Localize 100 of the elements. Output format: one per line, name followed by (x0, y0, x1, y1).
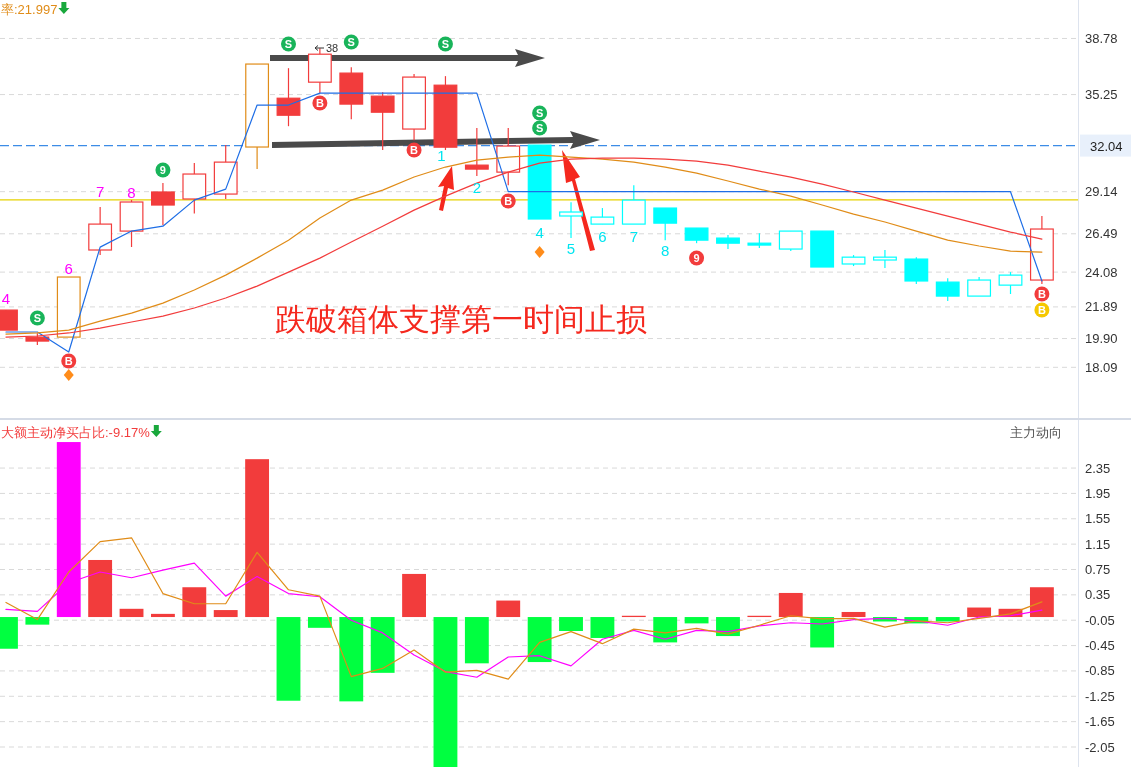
annotation: B (1037, 304, 1046, 316)
annotation: 6 (64, 259, 73, 277)
bar (778, 592, 803, 618)
bar (841, 611, 866, 618)
annotation: B (315, 97, 324, 109)
y-tick-label: 0.75 (1085, 561, 1111, 577)
bar (151, 613, 175, 618)
badge: 9 (155, 162, 171, 178)
badge: S (437, 36, 453, 52)
line-series (5, 537, 1043, 680)
chart-title: 大额主动净买占比:-9.17% (1, 425, 151, 440)
y-tick-label: -2.05 (1085, 739, 1115, 755)
badge: S (532, 120, 548, 136)
bar (213, 610, 238, 618)
ref-line-label: 32.04 (1090, 138, 1123, 154)
bar (967, 607, 992, 618)
candlestick (151, 182, 175, 226)
y-tick-label: 29.14 (1085, 184, 1118, 200)
badge: 9 (689, 250, 705, 266)
candlestick (967, 276, 992, 297)
y-tick-label: 1.55 (1085, 511, 1111, 527)
candlestick (778, 230, 803, 252)
bar (684, 617, 709, 624)
annotation: 8 (127, 183, 136, 201)
y-tick-label: 24.08 (1085, 264, 1118, 280)
y-tick-label: -1.25 (1085, 688, 1115, 704)
y-tick-label: 21.89 (1085, 299, 1118, 315)
badge: B (1034, 302, 1050, 318)
bar (433, 617, 458, 767)
bar (276, 617, 301, 701)
annotation: 4 (1, 289, 11, 307)
annotation: 6 (598, 227, 607, 245)
y-tick-label: 18.09 (1085, 359, 1118, 375)
annotation: 7 (95, 182, 105, 200)
y-tick-label: -0.45 (1085, 638, 1115, 654)
badge: B (406, 142, 422, 158)
annotation: B (504, 195, 513, 207)
annotation: 5 (566, 239, 576, 257)
bar (245, 459, 270, 618)
bar (182, 587, 207, 618)
annotation: 2 (472, 178, 482, 196)
bar (339, 617, 364, 702)
bar (527, 617, 552, 663)
annotation: S (33, 312, 42, 324)
badge: S (532, 105, 548, 121)
bar (119, 608, 144, 618)
annotation: S (347, 36, 355, 48)
annotation: 4 (535, 223, 544, 241)
y-tick-label: 0.35 (1085, 587, 1111, 603)
bar (307, 617, 332, 628)
annotation: S (535, 122, 544, 134)
annotation: 主力动向 (1010, 425, 1062, 440)
annotation: B (410, 144, 419, 156)
annotation: S (441, 38, 450, 50)
badge: B (500, 193, 516, 209)
candlestick (904, 256, 929, 285)
badge: S (343, 34, 359, 50)
badge: B (61, 353, 77, 369)
y-tick-label: 19.90 (1085, 331, 1118, 347)
annotation: B (64, 355, 73, 367)
y-tick-label: 1.95 (1085, 485, 1111, 501)
bar (935, 617, 960, 622)
bar (1029, 587, 1054, 618)
y-tick-label: 1.15 (1085, 536, 1111, 552)
candlestick (464, 127, 489, 177)
bar (25, 617, 50, 625)
bar (88, 559, 113, 618)
badge: S (29, 310, 45, 326)
candlestick (653, 207, 678, 241)
candlestick (621, 184, 646, 225)
y-tick-label: -0.85 (1085, 663, 1115, 679)
badge: B (312, 95, 328, 111)
bar (810, 617, 835, 648)
candlestick (559, 201, 583, 239)
annotation: 跌破箱体支撑第一时间止损 (275, 302, 647, 337)
bar (370, 617, 395, 673)
annotation: 1 (437, 146, 446, 164)
y-tick-label: 2.35 (1085, 460, 1111, 476)
y-tick-label: -0.05 (1085, 612, 1115, 628)
candlestick (998, 271, 1023, 295)
annotation: S (535, 107, 544, 119)
candlestick (935, 277, 960, 302)
bar (402, 573, 426, 618)
bar (559, 617, 583, 631)
annotation: 7 (629, 227, 638, 245)
annotation: 9 (693, 252, 700, 264)
bar (590, 617, 615, 638)
candlestick (370, 91, 395, 151)
annotation: 9 (159, 164, 166, 176)
annotation: 率:21.997 (1, 2, 58, 17)
badge: S (281, 36, 296, 52)
bar (464, 617, 489, 664)
badge: B (1034, 286, 1050, 302)
bar (496, 600, 521, 618)
y-tick-label: -1.65 (1085, 714, 1115, 730)
annotation: 8 (661, 241, 670, 259)
candlestick (873, 249, 897, 269)
y-tick-label: 26.49 (1085, 226, 1118, 242)
y-tick-label: 35.25 (1085, 87, 1118, 103)
annotation: 38 (326, 42, 339, 54)
